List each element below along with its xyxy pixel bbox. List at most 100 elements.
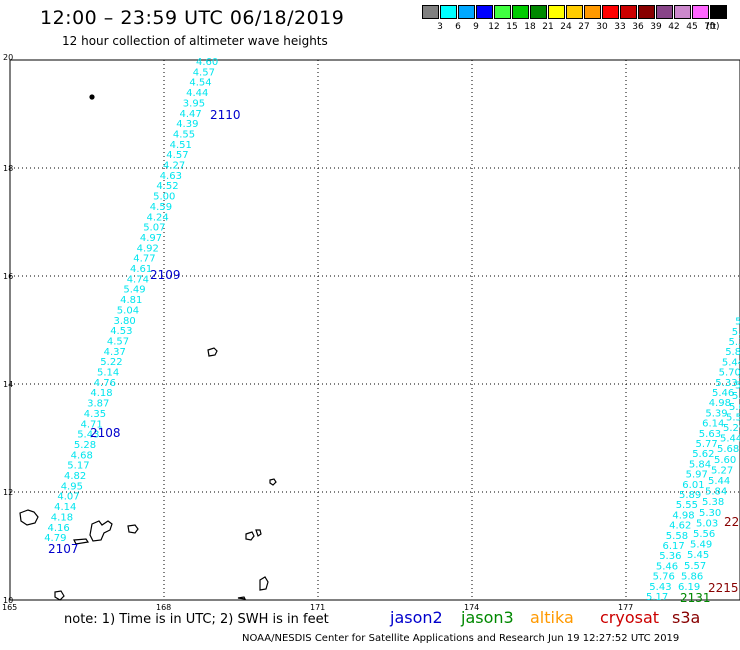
wave-height-label: 4.68	[71, 450, 93, 461]
wave-height-label: 4.44	[186, 88, 208, 99]
pass-label-2108: 2108	[90, 426, 121, 440]
wave-height-label: 5.39	[738, 370, 740, 381]
wave-height-label: 4.95	[61, 481, 83, 492]
satellite-altika: altika	[530, 608, 574, 627]
wave-height-label: 5.84	[689, 459, 711, 470]
wave-height-label: 4.81	[120, 295, 142, 306]
legend-swatch	[692, 5, 709, 19]
wave-height-label: 3.80	[114, 316, 136, 327]
wave-height-label: 5.60	[714, 455, 736, 466]
wave-height-label: 4.57	[107, 336, 129, 347]
wave-height-label: 5.43	[649, 582, 671, 593]
pass-label-2131: 2131	[680, 591, 711, 605]
lat-tick-label: 10	[3, 596, 13, 605]
wave-height-label: 5.27	[711, 465, 733, 476]
island	[19, 509, 39, 526]
legend-swatch	[638, 5, 655, 19]
wave-height-label: 4.51	[170, 140, 192, 151]
track-east-b: 6.195.865.575.455.495.565.035.305.385.84…	[678, 370, 740, 593]
legend-swatch	[476, 5, 493, 19]
wave-height-label: 4.57	[193, 67, 215, 78]
map-frame	[9, 59, 740, 601]
wave-height-label: 4.52	[156, 181, 178, 192]
wave-height-label: 5.38	[702, 497, 724, 508]
legend-label: 9	[473, 22, 479, 32]
wave-height-label: 4.77	[133, 254, 155, 265]
wave-height-label: 5.70	[719, 368, 740, 379]
legend-label: 39	[650, 22, 662, 32]
wave-height-label: 5.30	[699, 508, 721, 519]
wave-height-label: 5.89	[679, 490, 701, 501]
wave-height-label: 4.57	[166, 150, 188, 161]
wave-height-label: 5.29	[723, 423, 740, 434]
wave-height-label: 5.49	[123, 285, 145, 296]
wave-height-label: 4.82	[64, 471, 86, 482]
latitude-labels: 20 18 16 14 12 10	[3, 53, 13, 605]
wave-height-label: 5.43	[77, 430, 99, 441]
legend-swatch	[422, 5, 439, 19]
island	[259, 576, 269, 591]
satellite-jason3: jason3	[461, 608, 514, 627]
island	[89, 520, 113, 542]
wave-height-label: 5.68	[717, 444, 739, 455]
legend-swatch	[512, 5, 529, 19]
wave-height-label: 5.38	[735, 317, 740, 328]
wave-height-label: 5.28	[74, 440, 96, 451]
wave-height-label: 6.19	[678, 582, 700, 593]
wave-height-label: 4.74	[127, 274, 149, 285]
lon-tick-label: 177	[618, 603, 633, 612]
legend-swatch	[710, 5, 727, 19]
legend-label: 42	[668, 22, 680, 32]
legend-label: 24	[560, 22, 572, 32]
lat-tick-label: 14	[3, 380, 13, 389]
satellite-s3a: s3a	[672, 608, 701, 627]
wave-height-label: 5.21	[732, 327, 740, 338]
map-subtitle: 12 hour collection of altimeter wave hei…	[62, 34, 328, 48]
wave-height-label: 4.37	[104, 347, 126, 358]
wave-height-label: 5.04	[117, 305, 139, 316]
wave-height-label: 5.82	[725, 347, 740, 358]
wave-height-label: 6.17	[663, 541, 685, 552]
legend-swatch	[440, 5, 457, 19]
legend-label: 30	[596, 22, 608, 32]
pass-label-22: 22	[724, 515, 739, 529]
legend-swatch	[530, 5, 547, 19]
wave-height-label: 5.45	[687, 550, 709, 561]
wave-height-label: 4.27	[163, 161, 185, 172]
wave-height-label: 5.39	[705, 408, 727, 419]
map-title: 12:00 – 23:59 UTC 06/18/2019	[40, 7, 345, 29]
lon-tick-label: 174	[464, 603, 479, 612]
wave-height-label: 5.58	[666, 531, 688, 542]
lat-tick-label: 20	[3, 53, 13, 62]
legend-label: 3	[437, 22, 443, 32]
legend-label: (ft)	[706, 22, 720, 32]
wave-height-label: 4.79	[44, 533, 66, 544]
wave-height-label: 5.55	[676, 500, 698, 511]
wave-height-label: 3.95	[183, 98, 205, 109]
wave-height-label: 5.51	[726, 412, 740, 423]
wave-height-label: 4.59	[150, 202, 172, 213]
island	[269, 478, 277, 486]
wave-height-label: 4.16	[48, 523, 70, 534]
legend-label: 18	[524, 22, 536, 32]
wave-height-label: 5.62	[692, 449, 714, 460]
pass-label-2215: 2215	[708, 581, 739, 595]
wave-height-label: 5.57	[684, 561, 706, 572]
wave-height-label: 5.03	[696, 518, 718, 529]
wave-height-label: 5.17	[67, 461, 89, 472]
wave-height-label: 5.44	[720, 434, 740, 445]
wave-height-label: 4.39	[176, 119, 198, 130]
island	[255, 529, 262, 537]
legend-label: 45	[686, 22, 698, 32]
footer-note: note: 1) Time is in UTC; 2) SWH is in fe…	[64, 612, 329, 627]
island	[127, 524, 139, 534]
legend-label: 21	[542, 22, 554, 32]
satellite-cryosat: cryosat	[600, 608, 660, 627]
island	[89, 94, 95, 100]
footer-credit: NOAA/NESDIS Center for Satellite Applica…	[242, 633, 680, 644]
legend-label: 36	[632, 22, 644, 32]
wave-height-label: 5.77	[696, 439, 718, 450]
pass-label-2109: 2109	[150, 268, 181, 282]
wave-height-label: 4.14	[54, 502, 76, 513]
